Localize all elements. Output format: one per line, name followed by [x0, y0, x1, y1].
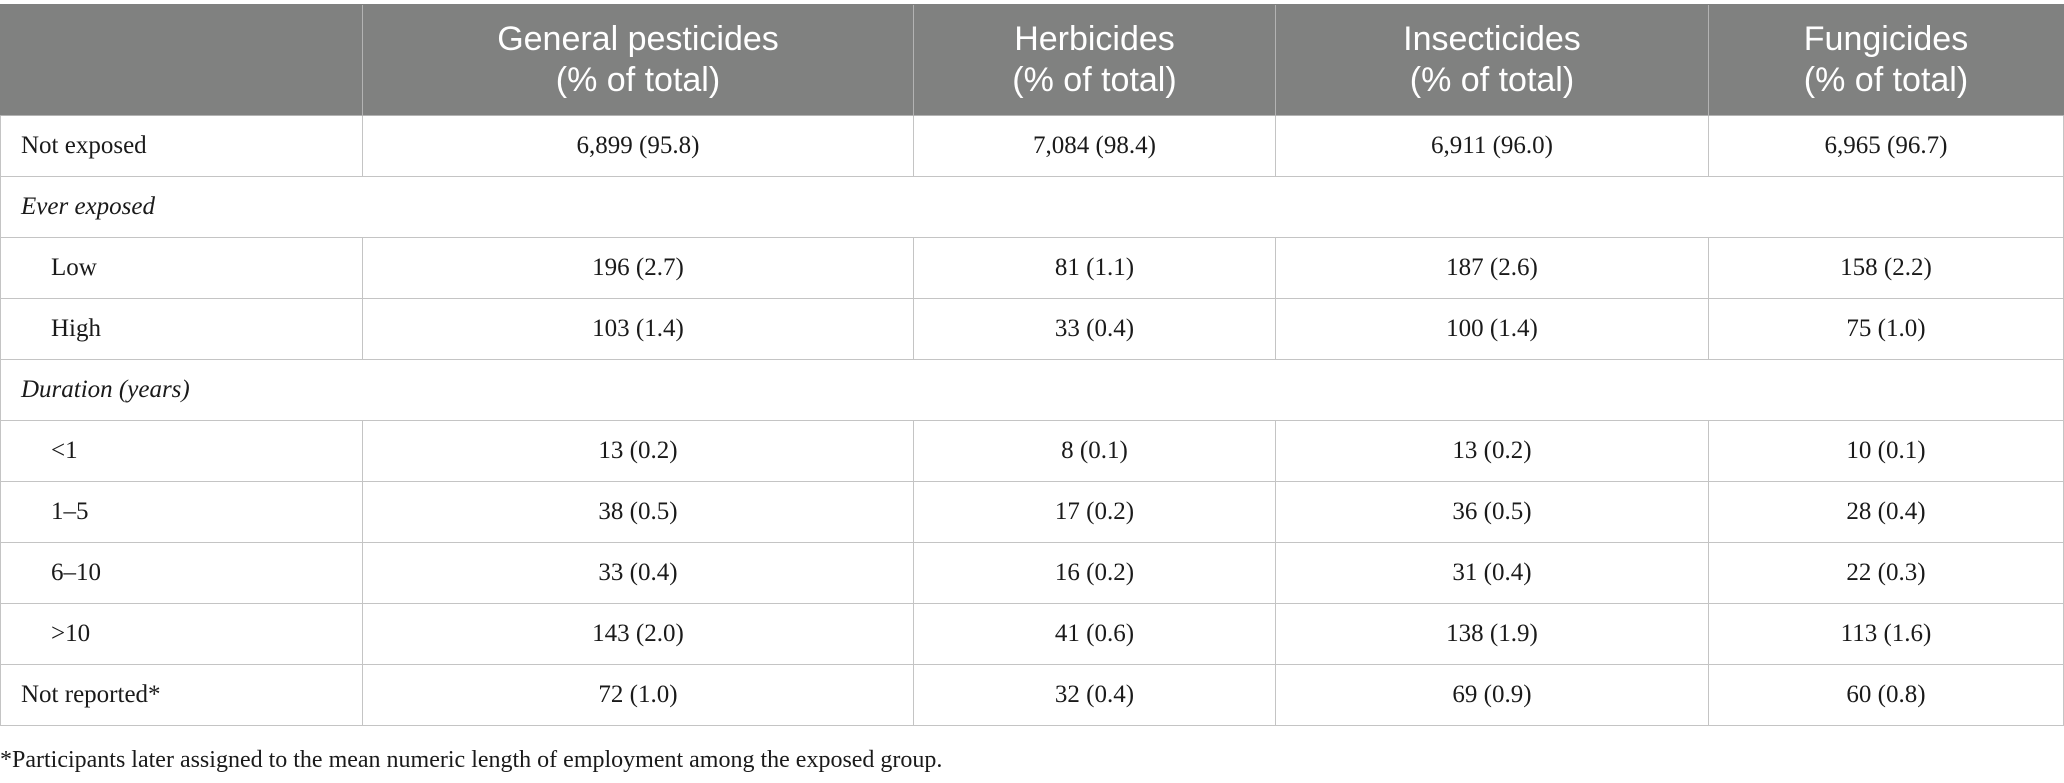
table-row-low: Low 196 (2.7) 81 (1.1) 187 (2.6) 158 (2.… [0, 237, 2064, 299]
header-fungicides: Fungicides (% of total) [1708, 4, 2064, 116]
cell-insecticides: 31 (0.4) [1275, 542, 1709, 604]
table-row-not-exposed: Not exposed 6,899 (95.8) 7,084 (98.4) 6,… [0, 115, 2064, 177]
row-label: 6–10 [0, 542, 363, 604]
row-label: 1–5 [0, 481, 363, 543]
table-footnote: *Participants later assigned to the mean… [0, 747, 943, 773]
cell-insecticides: 100 (1.4) [1275, 298, 1709, 360]
header-row: General pesticides (% of total) Herbicid… [0, 4, 2064, 116]
cell-fungicides: 10 (0.1) [1708, 420, 2064, 482]
header-line2: (% of total) [1803, 61, 1969, 99]
cell-general-pesticides: 72 (1.0) [362, 664, 914, 726]
cell-fungicides: 28 (0.4) [1708, 481, 2064, 543]
cell-insecticides: 138 (1.9) [1275, 603, 1709, 665]
exposure-table: General pesticides (% of total) Herbicid… [0, 4, 2064, 726]
row-label: Low [0, 237, 363, 299]
header-line1: General pesticides [497, 20, 779, 58]
cell-fungicides: 22 (0.3) [1708, 542, 2064, 604]
header-line1: Herbicides [1014, 20, 1175, 58]
table-row-1-5: 1–5 38 (0.5) 17 (0.2) 36 (0.5) 28 (0.4) [0, 481, 2064, 543]
cell-general-pesticides: 13 (0.2) [362, 420, 914, 482]
cell-herbicides: 8 (0.1) [913, 420, 1276, 482]
section-row-duration: Duration (years) [0, 359, 2064, 421]
row-label: Not exposed [0, 115, 363, 177]
table-row-under-1: <1 13 (0.2) 8 (0.1) 13 (0.2) 10 (0.1) [0, 420, 2064, 482]
row-label: High [0, 298, 363, 360]
row-label: Not reported* [0, 664, 363, 726]
cell-herbicides: 32 (0.4) [913, 664, 1276, 726]
cell-fungicides: 75 (1.0) [1708, 298, 2064, 360]
cell-general-pesticides: 143 (2.0) [362, 603, 914, 665]
row-label: >10 [0, 603, 363, 665]
cell-insecticides: 6,911 (96.0) [1275, 115, 1709, 177]
cell-herbicides: 16 (0.2) [913, 542, 1276, 604]
cell-general-pesticides: 103 (1.4) [362, 298, 914, 360]
table-row-not-reported: Not reported* 72 (1.0) 32 (0.4) 69 (0.9)… [0, 664, 2064, 726]
table-row-over-10: >10 143 (2.0) 41 (0.6) 138 (1.9) 113 (1.… [0, 603, 2064, 665]
table-body: Not exposed 6,899 (95.8) 7,084 (98.4) 6,… [0, 115, 2064, 726]
cell-herbicides: 7,084 (98.4) [913, 115, 1276, 177]
cell-general-pesticides: 196 (2.7) [362, 237, 914, 299]
cell-herbicides: 41 (0.6) [913, 603, 1276, 665]
cell-general-pesticides: 6,899 (95.8) [362, 115, 914, 177]
table-row-6-10: 6–10 33 (0.4) 16 (0.2) 31 (0.4) 22 (0.3) [0, 542, 2064, 604]
header-insecticides: Insecticides (% of total) [1275, 4, 1709, 116]
cell-insecticides: 187 (2.6) [1275, 237, 1709, 299]
header-herbicides: Herbicides (% of total) [913, 4, 1276, 116]
header-general-pesticides: General pesticides (% of total) [362, 4, 914, 116]
cell-herbicides: 33 (0.4) [913, 298, 1276, 360]
header-line2: (% of total) [1409, 61, 1575, 99]
table-header: General pesticides (% of total) Herbicid… [0, 4, 2064, 116]
cell-general-pesticides: 38 (0.5) [362, 481, 914, 543]
header-line1: Fungicides [1803, 20, 1969, 58]
header-line1: Insecticides [1403, 20, 1581, 58]
cell-insecticides: 36 (0.5) [1275, 481, 1709, 543]
section-row-ever-exposed: Ever exposed [0, 176, 2064, 238]
header-line2: (% of total) [1012, 61, 1177, 99]
cell-fungicides: 158 (2.2) [1708, 237, 2064, 299]
table-row-high: High 103 (1.4) 33 (0.4) 100 (1.4) 75 (1.… [0, 298, 2064, 360]
header-empty-cell [0, 4, 363, 116]
cell-insecticides: 69 (0.9) [1275, 664, 1709, 726]
cell-herbicides: 81 (1.1) [913, 237, 1276, 299]
cell-fungicides: 6,965 (96.7) [1708, 115, 2064, 177]
section-label: Duration (years) [0, 359, 2064, 421]
cell-fungicides: 113 (1.6) [1708, 603, 2064, 665]
cell-fungicides: 60 (0.8) [1708, 664, 2064, 726]
section-label: Ever exposed [0, 176, 2064, 238]
header-line2: (% of total) [555, 61, 721, 99]
row-label: <1 [0, 420, 363, 482]
cell-insecticides: 13 (0.2) [1275, 420, 1709, 482]
cell-general-pesticides: 33 (0.4) [362, 542, 914, 604]
cell-herbicides: 17 (0.2) [913, 481, 1276, 543]
exposure-table-container: General pesticides (% of total) Herbicid… [0, 4, 2064, 726]
